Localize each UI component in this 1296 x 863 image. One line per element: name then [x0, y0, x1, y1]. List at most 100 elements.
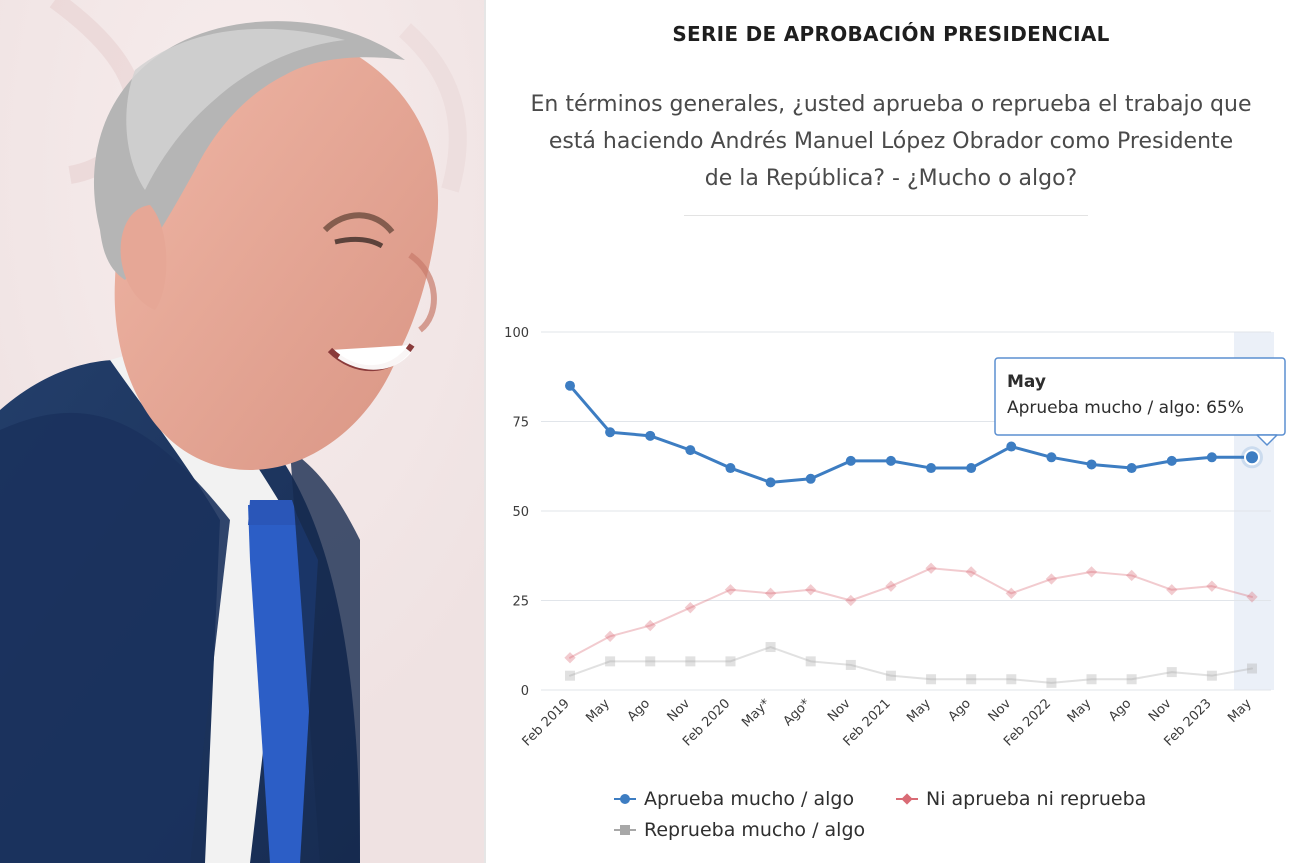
data-point: [685, 656, 696, 667]
question-line-2: está haciendo Andrés Manuel López Obrado…: [548, 129, 1234, 154]
y-tick-label: 75: [512, 416, 529, 431]
series-line-2: [569, 646, 1253, 684]
legend-label-neutral: Ni aprueba ni reprueba: [926, 788, 1147, 810]
series-line-0: [568, 384, 1254, 484]
data-point: [765, 477, 776, 488]
presidential-photo: [0, 0, 484, 863]
data-point: [1166, 455, 1177, 466]
tooltip-title: May: [1007, 372, 1046, 392]
data-point: [605, 427, 616, 438]
data-point: [764, 587, 777, 599]
y-tick-label: 50: [512, 505, 529, 520]
tooltip-text: Aprueba mucho / algo: 65%: [1007, 398, 1244, 418]
data-point: [885, 580, 897, 592]
data-point: [926, 463, 937, 474]
legend-item-approve[interactable]: Aprueba mucho / algo: [614, 788, 854, 810]
data-point: [885, 455, 896, 466]
data-point: [1126, 674, 1137, 685]
x-tick-label: May: [1065, 696, 1095, 726]
square-marker-icon: [614, 819, 636, 841]
panel-divider: [484, 0, 486, 863]
data-point: [1046, 452, 1057, 463]
series-line-1: [569, 567, 1253, 659]
x-tick-label: Ago: [625, 696, 653, 724]
data-point: [1005, 587, 1017, 599]
tooltip-pointer: [1256, 434, 1278, 446]
data-point: [926, 674, 937, 685]
x-tick-label: May: [583, 696, 613, 726]
data-point: [1045, 573, 1058, 585]
data-point: [966, 463, 977, 474]
data-point: [1086, 674, 1097, 685]
data-point: [564, 652, 576, 664]
x-tick-label: May*: [739, 696, 774, 731]
question-divider: [684, 215, 1088, 216]
data-point: [644, 619, 656, 632]
data-point: [845, 659, 856, 670]
data-point: [605, 656, 616, 667]
question-line-3: de la República? - ¿Mucho o algo?: [704, 166, 1078, 191]
data-point: [1206, 580, 1218, 592]
data-point: [685, 445, 696, 456]
legend-label-disapprove: Reprueba mucho / algo: [644, 819, 866, 841]
y-tick-label: 25: [512, 595, 529, 610]
data-point: [966, 674, 977, 685]
data-point: [565, 380, 575, 391]
data-point: [805, 584, 817, 596]
x-tick-label: Nov: [665, 696, 694, 725]
tooltip-box: [994, 357, 1286, 436]
x-tick-label: Ago: [946, 696, 974, 724]
data-point: [725, 656, 736, 667]
data-point: [684, 602, 697, 614]
data-point: [645, 656, 656, 667]
data-point: [1246, 591, 1258, 603]
data-point: [765, 642, 776, 653]
legend-item-neutral[interactable]: Ni aprueba ni reprueba: [896, 788, 1146, 810]
data-point: [805, 656, 816, 667]
question-line-1: En términos generales, ¿usted aprueba o …: [530, 92, 1252, 117]
data-point: [1206, 452, 1217, 463]
survey-question: En términos generales, ¿usted aprueba o …: [486, 86, 1296, 197]
y-tick-label: 100: [504, 326, 529, 341]
data-point: [1125, 569, 1138, 582]
data-point: [965, 566, 977, 578]
data-point: [1166, 584, 1178, 596]
data-point: [845, 455, 856, 466]
x-tick-label: May: [904, 696, 934, 726]
data-point: [1206, 670, 1217, 681]
data-point: [645, 430, 656, 441]
data-point: [1046, 677, 1057, 688]
data-point: [1006, 441, 1017, 452]
data-point: [565, 670, 575, 681]
y-tick-label: 0: [521, 684, 529, 699]
data-point: [1166, 667, 1177, 678]
data-point: [845, 594, 857, 607]
x-tick-label: Nov: [1146, 696, 1175, 725]
data-point: [1126, 463, 1137, 474]
data-point: [925, 562, 937, 574]
x-tick-label: May: [1225, 696, 1255, 726]
x-tick-label: Ago*: [781, 696, 814, 729]
x-tick-label: Ago: [1106, 696, 1134, 724]
data-point: [1006, 674, 1017, 685]
data-point: [1247, 663, 1257, 674]
data-point: [604, 630, 616, 642]
legend-item-disapprove[interactable]: Reprueba mucho / algo: [614, 819, 865, 841]
data-point: [1085, 566, 1098, 578]
x-tick-label: Nov: [825, 696, 854, 725]
diamond-marker-icon: [896, 788, 918, 810]
legend: Aprueba mucho / algo Ni aprueba ni repru…: [614, 788, 1274, 848]
data-point: [725, 463, 736, 474]
chart-title: SERIE DE APROBACIÓN PRESIDENCIAL: [672, 22, 1110, 46]
legend-label-approve: Aprueba mucho / algo: [644, 788, 855, 810]
x-tick-label: Nov: [986, 696, 1015, 725]
chart-panel: SERIE DE APROBACIÓN PRESIDENCIAL En térm…: [486, 0, 1296, 863]
circle-marker-icon: [614, 788, 636, 810]
tooltip-point: [1244, 449, 1260, 466]
data-point: [885, 670, 896, 681]
x-tick-label: Feb 2019: [520, 696, 573, 749]
data-point: [1086, 459, 1097, 470]
data-point: [724, 584, 737, 596]
